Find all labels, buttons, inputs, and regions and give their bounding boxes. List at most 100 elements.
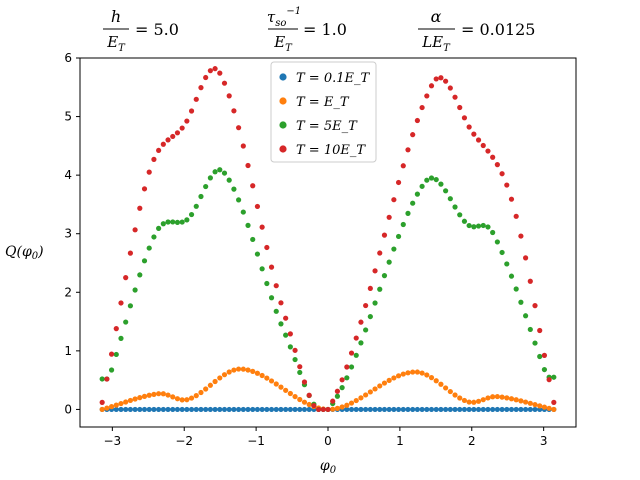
data-point [306, 406, 312, 413]
data-point [137, 395, 143, 401]
data-point [438, 381, 444, 387]
data-point [104, 376, 110, 382]
data-point [395, 406, 402, 413]
data-point [179, 125, 185, 131]
data-point [485, 224, 491, 230]
data-point [457, 212, 463, 218]
data-point [165, 137, 171, 143]
data-point [363, 302, 369, 309]
data-point [283, 406, 289, 413]
data-point [113, 351, 119, 358]
data-point [508, 273, 515, 279]
data-point [132, 406, 138, 413]
data-point [443, 406, 449, 413]
data-point [127, 303, 133, 309]
data-point [151, 234, 157, 240]
data-point [118, 400, 124, 407]
data-point [372, 406, 378, 413]
data-point [541, 366, 548, 373]
data-point [428, 406, 435, 413]
data-point [198, 389, 204, 396]
data-point [212, 66, 218, 72]
data-point [466, 399, 472, 405]
data-point [113, 406, 119, 413]
data-point [330, 398, 336, 404]
data-point [104, 405, 110, 411]
data-point [494, 393, 500, 400]
data-point [443, 385, 449, 391]
data-point [231, 108, 237, 114]
data-point [367, 285, 373, 292]
data-point [480, 222, 486, 229]
data-point [217, 375, 223, 381]
data-point [174, 406, 181, 413]
data-point [203, 406, 209, 413]
formula-tau-num: τso−1 [267, 6, 301, 29]
data-point [188, 406, 195, 413]
data-point [358, 395, 364, 401]
data-point [471, 406, 477, 413]
data-point [179, 397, 185, 403]
x-tick-label: 3 [540, 434, 548, 448]
data-point [268, 406, 275, 413]
data-point [372, 386, 378, 392]
data-point [170, 219, 176, 225]
data-point [160, 221, 166, 227]
data-point [259, 266, 265, 272]
data-point [405, 370, 411, 376]
data-point [306, 401, 312, 408]
data-point [278, 384, 284, 390]
data-point [508, 396, 515, 402]
data-point [174, 396, 181, 402]
data-point [212, 406, 218, 413]
data-point [245, 222, 251, 228]
data-point [400, 163, 406, 169]
data-point [344, 406, 350, 413]
data-point [193, 96, 199, 102]
data-point [348, 350, 355, 356]
data-point [461, 115, 468, 121]
data-point [184, 217, 190, 223]
data-point [443, 188, 449, 194]
data-point [527, 278, 533, 284]
data-point [457, 395, 463, 401]
data-point [297, 396, 303, 403]
data-point [363, 327, 369, 333]
data-point [546, 377, 552, 383]
data-point [537, 327, 543, 334]
data-point [287, 390, 293, 397]
y-tick-label: 4 [64, 168, 72, 182]
data-point [490, 394, 496, 400]
data-point [386, 406, 392, 413]
data-point [466, 406, 472, 413]
data-point [268, 295, 275, 301]
x-tick-label: 1 [396, 434, 404, 448]
data-point [264, 375, 270, 381]
data-point [395, 179, 402, 186]
data-point [381, 380, 388, 386]
data-point [137, 406, 143, 413]
data-point [414, 191, 420, 197]
data-point [424, 406, 430, 413]
data-point [494, 239, 500, 245]
data-point [485, 406, 491, 413]
data-point [433, 406, 439, 413]
data-point [395, 233, 402, 240]
data-point [231, 406, 237, 413]
data-point [386, 214, 392, 220]
y-tick-label: 6 [64, 51, 72, 65]
data-point [348, 364, 355, 370]
data-point [391, 246, 397, 252]
data-point [108, 367, 115, 373]
data-point [419, 370, 425, 376]
data-point [193, 406, 199, 413]
data-point [254, 406, 261, 413]
formula-h-den: ET [106, 33, 126, 54]
data-point [184, 397, 190, 403]
data-point [391, 375, 397, 381]
data-point [118, 300, 124, 306]
formula-alpha-den: LET [421, 33, 451, 54]
data-point [141, 406, 148, 413]
data-point [306, 392, 312, 398]
data-point [212, 378, 218, 385]
